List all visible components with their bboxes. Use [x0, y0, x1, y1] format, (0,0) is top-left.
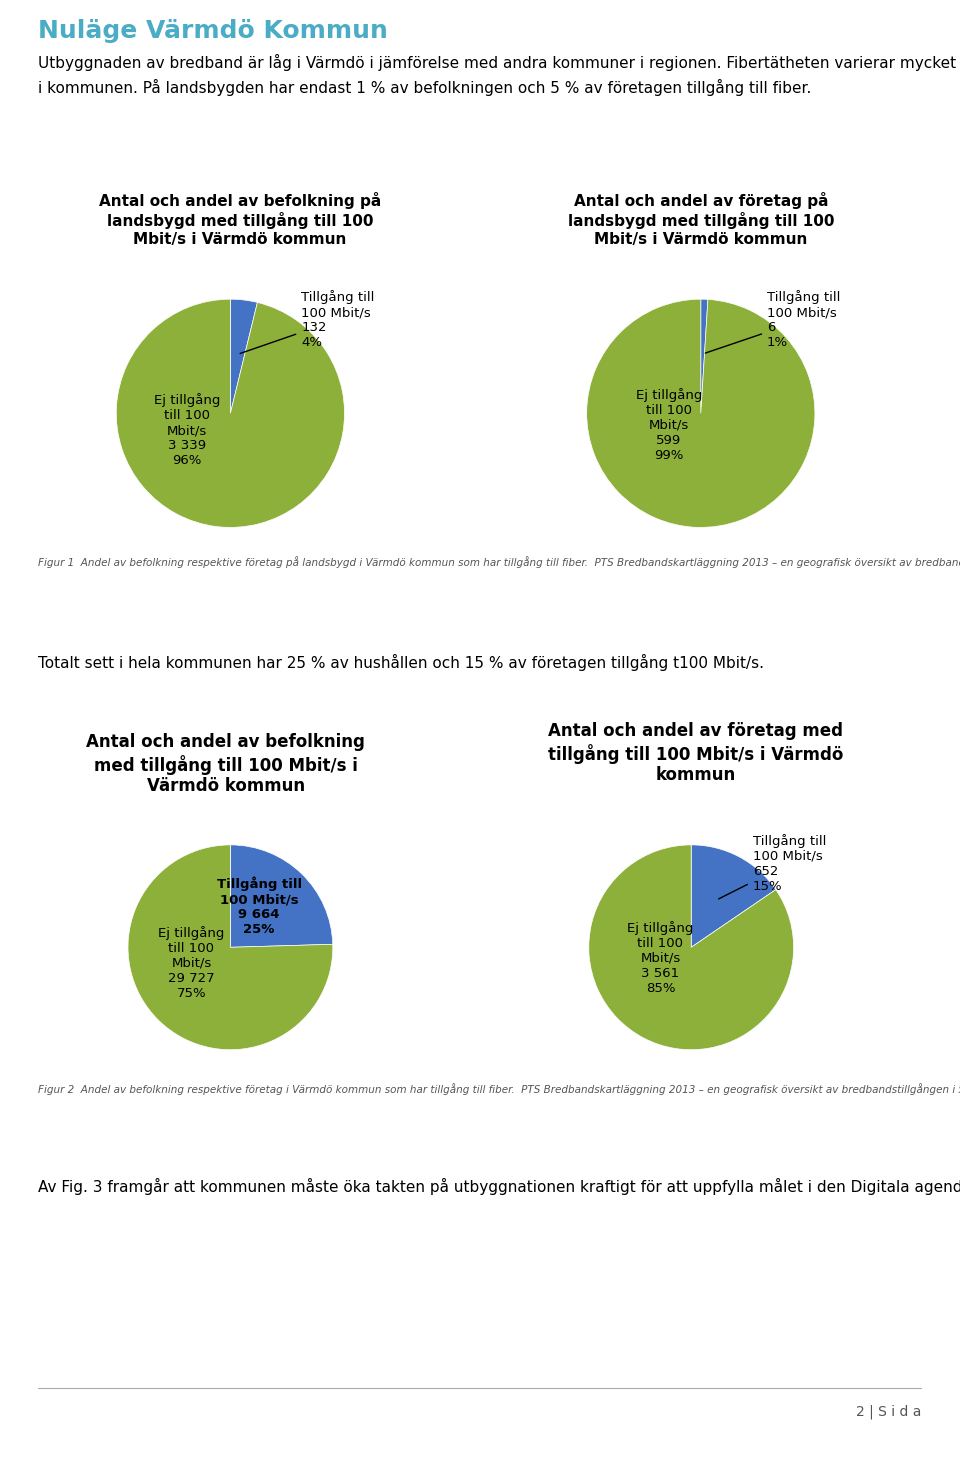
Text: Figur 1  Andel av befolkning respektive företag på landsbygd i Värmdö kommun som: Figur 1 Andel av befolkning respektive f…	[38, 556, 960, 568]
Text: Nuläge Värmdö Kommun: Nuläge Värmdö Kommun	[38, 19, 388, 42]
Text: Antal och andel av företag på
landsbygd med tillgång till 100
Mbit/s i Värmdö ko: Antal och andel av företag på landsbygd …	[567, 192, 834, 247]
Text: Av Fig. 3 framgår att kommunen måste öka takten på utbyggnationen kraftigt för a: Av Fig. 3 framgår att kommunen måste öka…	[38, 1178, 960, 1195]
Wedge shape	[230, 844, 333, 948]
Text: Ej tillgång
till 100
Mbit/s
3 339
96%: Ej tillgång till 100 Mbit/s 3 339 96%	[154, 394, 220, 467]
Wedge shape	[588, 844, 794, 1049]
Wedge shape	[587, 300, 815, 528]
Text: Tillgång till
100 Mbit/s
132
4%: Tillgång till 100 Mbit/s 132 4%	[240, 290, 374, 354]
Wedge shape	[128, 844, 333, 1049]
Text: Utbyggnaden av bredband är låg i Värmdö i jämförelse med andra kommuner i region: Utbyggnaden av bredband är låg i Värmdö …	[38, 54, 956, 97]
Text: Ej tillgång
till 100
Mbit/s
29 727
75%: Ej tillgång till 100 Mbit/s 29 727 75%	[158, 926, 225, 999]
Text: Figur 2  Andel av befolkning respektive företag i Värmdö kommun som har tillgång: Figur 2 Andel av befolkning respektive f…	[38, 1083, 960, 1094]
Text: Totalt sett i hela kommunen har 25 % av hushållen och 15 % av företagen tillgång: Totalt sett i hela kommunen har 25 % av …	[38, 654, 764, 672]
Text: Tillgång till
100 Mbit/s
652
15%: Tillgång till 100 Mbit/s 652 15%	[719, 834, 826, 898]
Wedge shape	[116, 300, 345, 527]
Text: Antal och andel av befolkning på
landsbygd med tillgång till 100
Mbit/s i Värmdö: Antal och andel av befolkning på landsby…	[99, 192, 381, 247]
Text: Ej tillgång
till 100
Mbit/s
599
99%: Ej tillgång till 100 Mbit/s 599 99%	[636, 388, 702, 462]
Text: 2 | S i d a: 2 | S i d a	[856, 1404, 922, 1419]
Text: Antal och andel av befolkning
med tillgång till 100 Mbit/s i
Värmdö kommun: Antal och andel av befolkning med tillgå…	[86, 733, 365, 796]
Wedge shape	[701, 300, 708, 414]
Wedge shape	[691, 844, 776, 948]
Text: Antal och andel av företag med
tillgång till 100 Mbit/s i Värmdö
kommun: Antal och andel av företag med tillgång …	[548, 723, 844, 784]
Text: Tillgång till
100 Mbit/s
9 664
25%: Tillgång till 100 Mbit/s 9 664 25%	[217, 876, 301, 936]
Wedge shape	[230, 300, 257, 414]
Text: Ej tillgång
till 100
Mbit/s
3 561
85%: Ej tillgång till 100 Mbit/s 3 561 85%	[627, 920, 694, 995]
Text: Tillgång till
100 Mbit/s
6
1%: Tillgång till 100 Mbit/s 6 1%	[706, 290, 840, 353]
